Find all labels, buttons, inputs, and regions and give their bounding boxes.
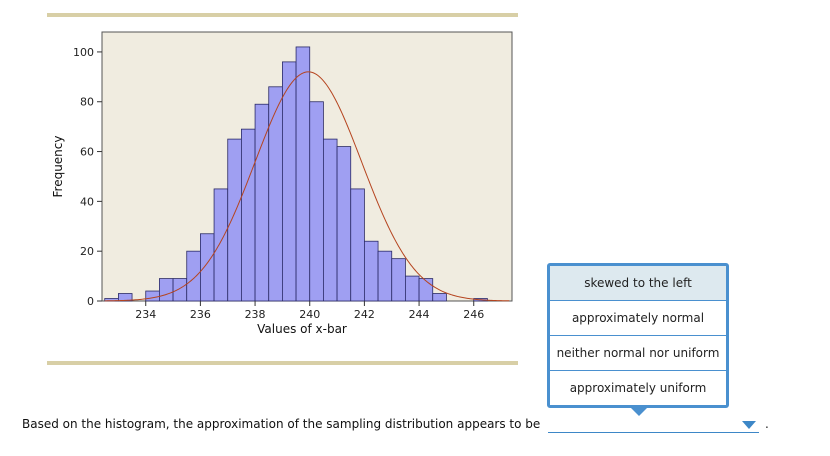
histogram-bar <box>158 278 174 302</box>
normal-curve <box>104 71 510 302</box>
option-neither-normal-nor-uniform[interactable]: neither normal nor uniform <box>550 335 726 370</box>
histogram-bar <box>350 188 365 302</box>
histogram-bar <box>254 103 270 302</box>
question-period: . <box>765 417 769 431</box>
histogram-bar <box>363 240 379 302</box>
option-approximately-uniform[interactable]: approximately uniform <box>550 370 726 405</box>
x-tick-label: 238 <box>245 308 266 321</box>
y-tick-label: 60 <box>80 146 94 159</box>
histogram-bar <box>418 278 434 302</box>
x-tick-label: 244 <box>409 308 430 321</box>
bars-group <box>104 46 488 302</box>
y-tick-label: 20 <box>80 245 94 258</box>
x-tick-label: 242 <box>354 308 375 321</box>
histogram-bar <box>118 293 133 302</box>
histogram-bar <box>227 138 242 302</box>
histogram-bar <box>145 290 160 302</box>
histogram-bar <box>213 188 229 302</box>
histogram-bar <box>336 146 352 302</box>
option-approximately-normal[interactable]: approximately normal <box>550 300 726 335</box>
y-axis-label: Frequency <box>51 136 65 198</box>
x-axis-label: Values of x-bar <box>257 322 347 336</box>
histogram-bar <box>377 250 393 302</box>
histogram-bar <box>199 233 215 302</box>
histogram-bar <box>268 86 283 302</box>
x-tick-label: 234 <box>135 308 156 321</box>
histogram-bar <box>432 293 447 302</box>
top-divider <box>47 13 518 17</box>
x-tick-label: 236 <box>190 308 211 321</box>
y-tick-label: 100 <box>73 46 94 59</box>
histogram-bar <box>391 258 406 302</box>
x-tick-label: 246 <box>463 308 484 321</box>
y-tick-label: 0 <box>87 295 94 308</box>
question-text: Based on the histogram, the approximatio… <box>22 417 541 431</box>
y-axis: 0 20 40 60 80 100 <box>73 46 102 308</box>
histogram-chart: 0 20 40 60 80 100 234 236 238 240 242 244 246 Value… <box>51 31 513 336</box>
histogram-bar <box>322 138 338 302</box>
histogram-bar <box>295 46 311 302</box>
x-tick-label: 240 <box>299 308 320 321</box>
chevron-down-icon[interactable] <box>742 421 756 429</box>
bottom-divider <box>47 361 518 365</box>
dropdown-menu: skewed to the left approximately normal … <box>547 263 729 416</box>
histogram-bar <box>172 278 188 302</box>
histogram-bar <box>186 250 201 302</box>
histogram-bar <box>309 101 324 302</box>
x-axis: 234 236 238 240 242 244 246 <box>135 301 484 321</box>
y-tick-label: 80 <box>80 96 94 109</box>
option-skewed-left[interactable]: skewed to the left <box>550 266 726 300</box>
histogram-bar <box>240 128 256 302</box>
histogram-bar <box>404 275 420 302</box>
y-tick-label: 40 <box>80 195 94 208</box>
histogram-bar <box>281 61 297 302</box>
answer-dropdown[interactable] <box>548 417 759 433</box>
